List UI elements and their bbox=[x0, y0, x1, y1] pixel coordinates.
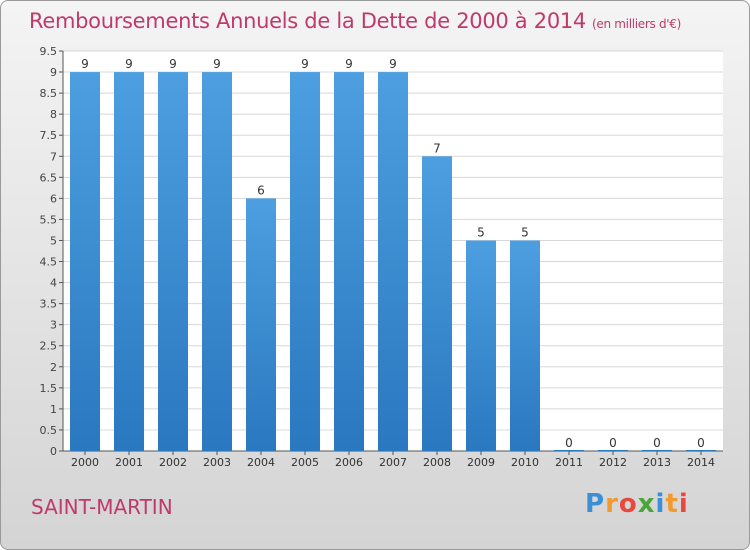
brand-letter: x bbox=[637, 489, 656, 519]
x-tick-label: 2013 bbox=[643, 456, 671, 469]
x-tick-label: 2014 bbox=[687, 456, 715, 469]
bar bbox=[334, 72, 364, 451]
bar-value-label: 0 bbox=[565, 436, 573, 450]
bar-value-label: 0 bbox=[653, 436, 661, 450]
unit-label: (en milliers d'€) bbox=[592, 17, 682, 31]
bar-value-label: 9 bbox=[389, 57, 397, 71]
y-tick-label: 8 bbox=[50, 108, 57, 121]
y-tick-label: 4 bbox=[50, 277, 57, 290]
y-tick-label: 5 bbox=[50, 234, 57, 247]
x-tick-label: 2003 bbox=[203, 456, 231, 469]
y-tick-label: 7.5 bbox=[40, 129, 58, 142]
bar-value-label: 9 bbox=[301, 57, 309, 71]
brand-letter: i bbox=[655, 489, 666, 519]
bar bbox=[246, 198, 276, 451]
bar-value-label: 9 bbox=[213, 57, 221, 71]
bar-value-label: 7 bbox=[433, 141, 441, 155]
bar bbox=[202, 72, 232, 451]
y-tick-label: 0 bbox=[50, 445, 57, 458]
title-text: Remboursements Annuels de la Dette de 20… bbox=[29, 9, 586, 33]
bar bbox=[158, 72, 188, 451]
bar bbox=[378, 72, 408, 451]
x-tick-label: 2005 bbox=[291, 456, 319, 469]
y-tick-label: 5.5 bbox=[40, 213, 58, 226]
y-tick-label: 0.5 bbox=[40, 424, 58, 437]
proxiti-logo: Proxiti bbox=[585, 489, 689, 519]
y-tick-label: 1.5 bbox=[40, 382, 58, 395]
y-tick-label: 7 bbox=[50, 150, 57, 163]
bar bbox=[466, 240, 496, 451]
bar-value-label: 5 bbox=[521, 225, 529, 239]
brand-letter: P bbox=[585, 489, 606, 519]
bar bbox=[70, 72, 100, 451]
brand-letter: o bbox=[618, 489, 638, 519]
x-tick-label: 2004 bbox=[247, 456, 275, 469]
y-tick-label: 3 bbox=[50, 319, 57, 332]
bar bbox=[510, 240, 540, 451]
bar bbox=[114, 72, 144, 451]
bar-value-label: 9 bbox=[169, 57, 177, 71]
y-tick-label: 9.5 bbox=[40, 45, 58, 58]
x-tick-label: 2009 bbox=[467, 456, 495, 469]
y-tick-label: 3.5 bbox=[40, 298, 58, 311]
brand-letter: r bbox=[605, 489, 619, 519]
bar bbox=[422, 156, 452, 451]
bar-value-label: 0 bbox=[609, 436, 617, 450]
bar-value-label: 9 bbox=[81, 57, 89, 71]
bar-value-label: 5 bbox=[477, 225, 485, 239]
location-label: SAINT-MARTIN bbox=[31, 495, 173, 519]
brand-letter: i bbox=[678, 489, 689, 519]
x-tick-label: 2008 bbox=[423, 456, 451, 469]
x-tick-label: 2006 bbox=[335, 456, 363, 469]
bar bbox=[290, 72, 320, 451]
x-tick-label: 2000 bbox=[71, 456, 99, 469]
x-tick-label: 2012 bbox=[599, 456, 627, 469]
x-tick-label: 2001 bbox=[115, 456, 143, 469]
chart-title: Remboursements Annuels de la Dette de 20… bbox=[29, 9, 681, 33]
x-tick-label: 2011 bbox=[555, 456, 583, 469]
y-tick-label: 2 bbox=[50, 361, 57, 374]
y-tick-label: 9 bbox=[50, 66, 57, 79]
y-tick-label: 4.5 bbox=[40, 256, 58, 269]
y-tick-label: 6.5 bbox=[40, 171, 58, 184]
x-tick-label: 2007 bbox=[379, 456, 407, 469]
y-tick-label: 1 bbox=[50, 403, 57, 416]
bar-value-label: 9 bbox=[345, 57, 353, 71]
y-tick-label: 2.5 bbox=[40, 340, 58, 353]
x-tick-label: 2010 bbox=[511, 456, 539, 469]
x-tick-label: 2002 bbox=[159, 456, 187, 469]
y-tick-label: 6 bbox=[50, 192, 57, 205]
bar-value-label: 0 bbox=[697, 436, 705, 450]
bar-value-label: 6 bbox=[257, 183, 265, 197]
y-tick-label: 8.5 bbox=[40, 87, 58, 100]
brand-letter: t bbox=[665, 489, 679, 519]
bar-value-label: 9 bbox=[125, 57, 133, 71]
